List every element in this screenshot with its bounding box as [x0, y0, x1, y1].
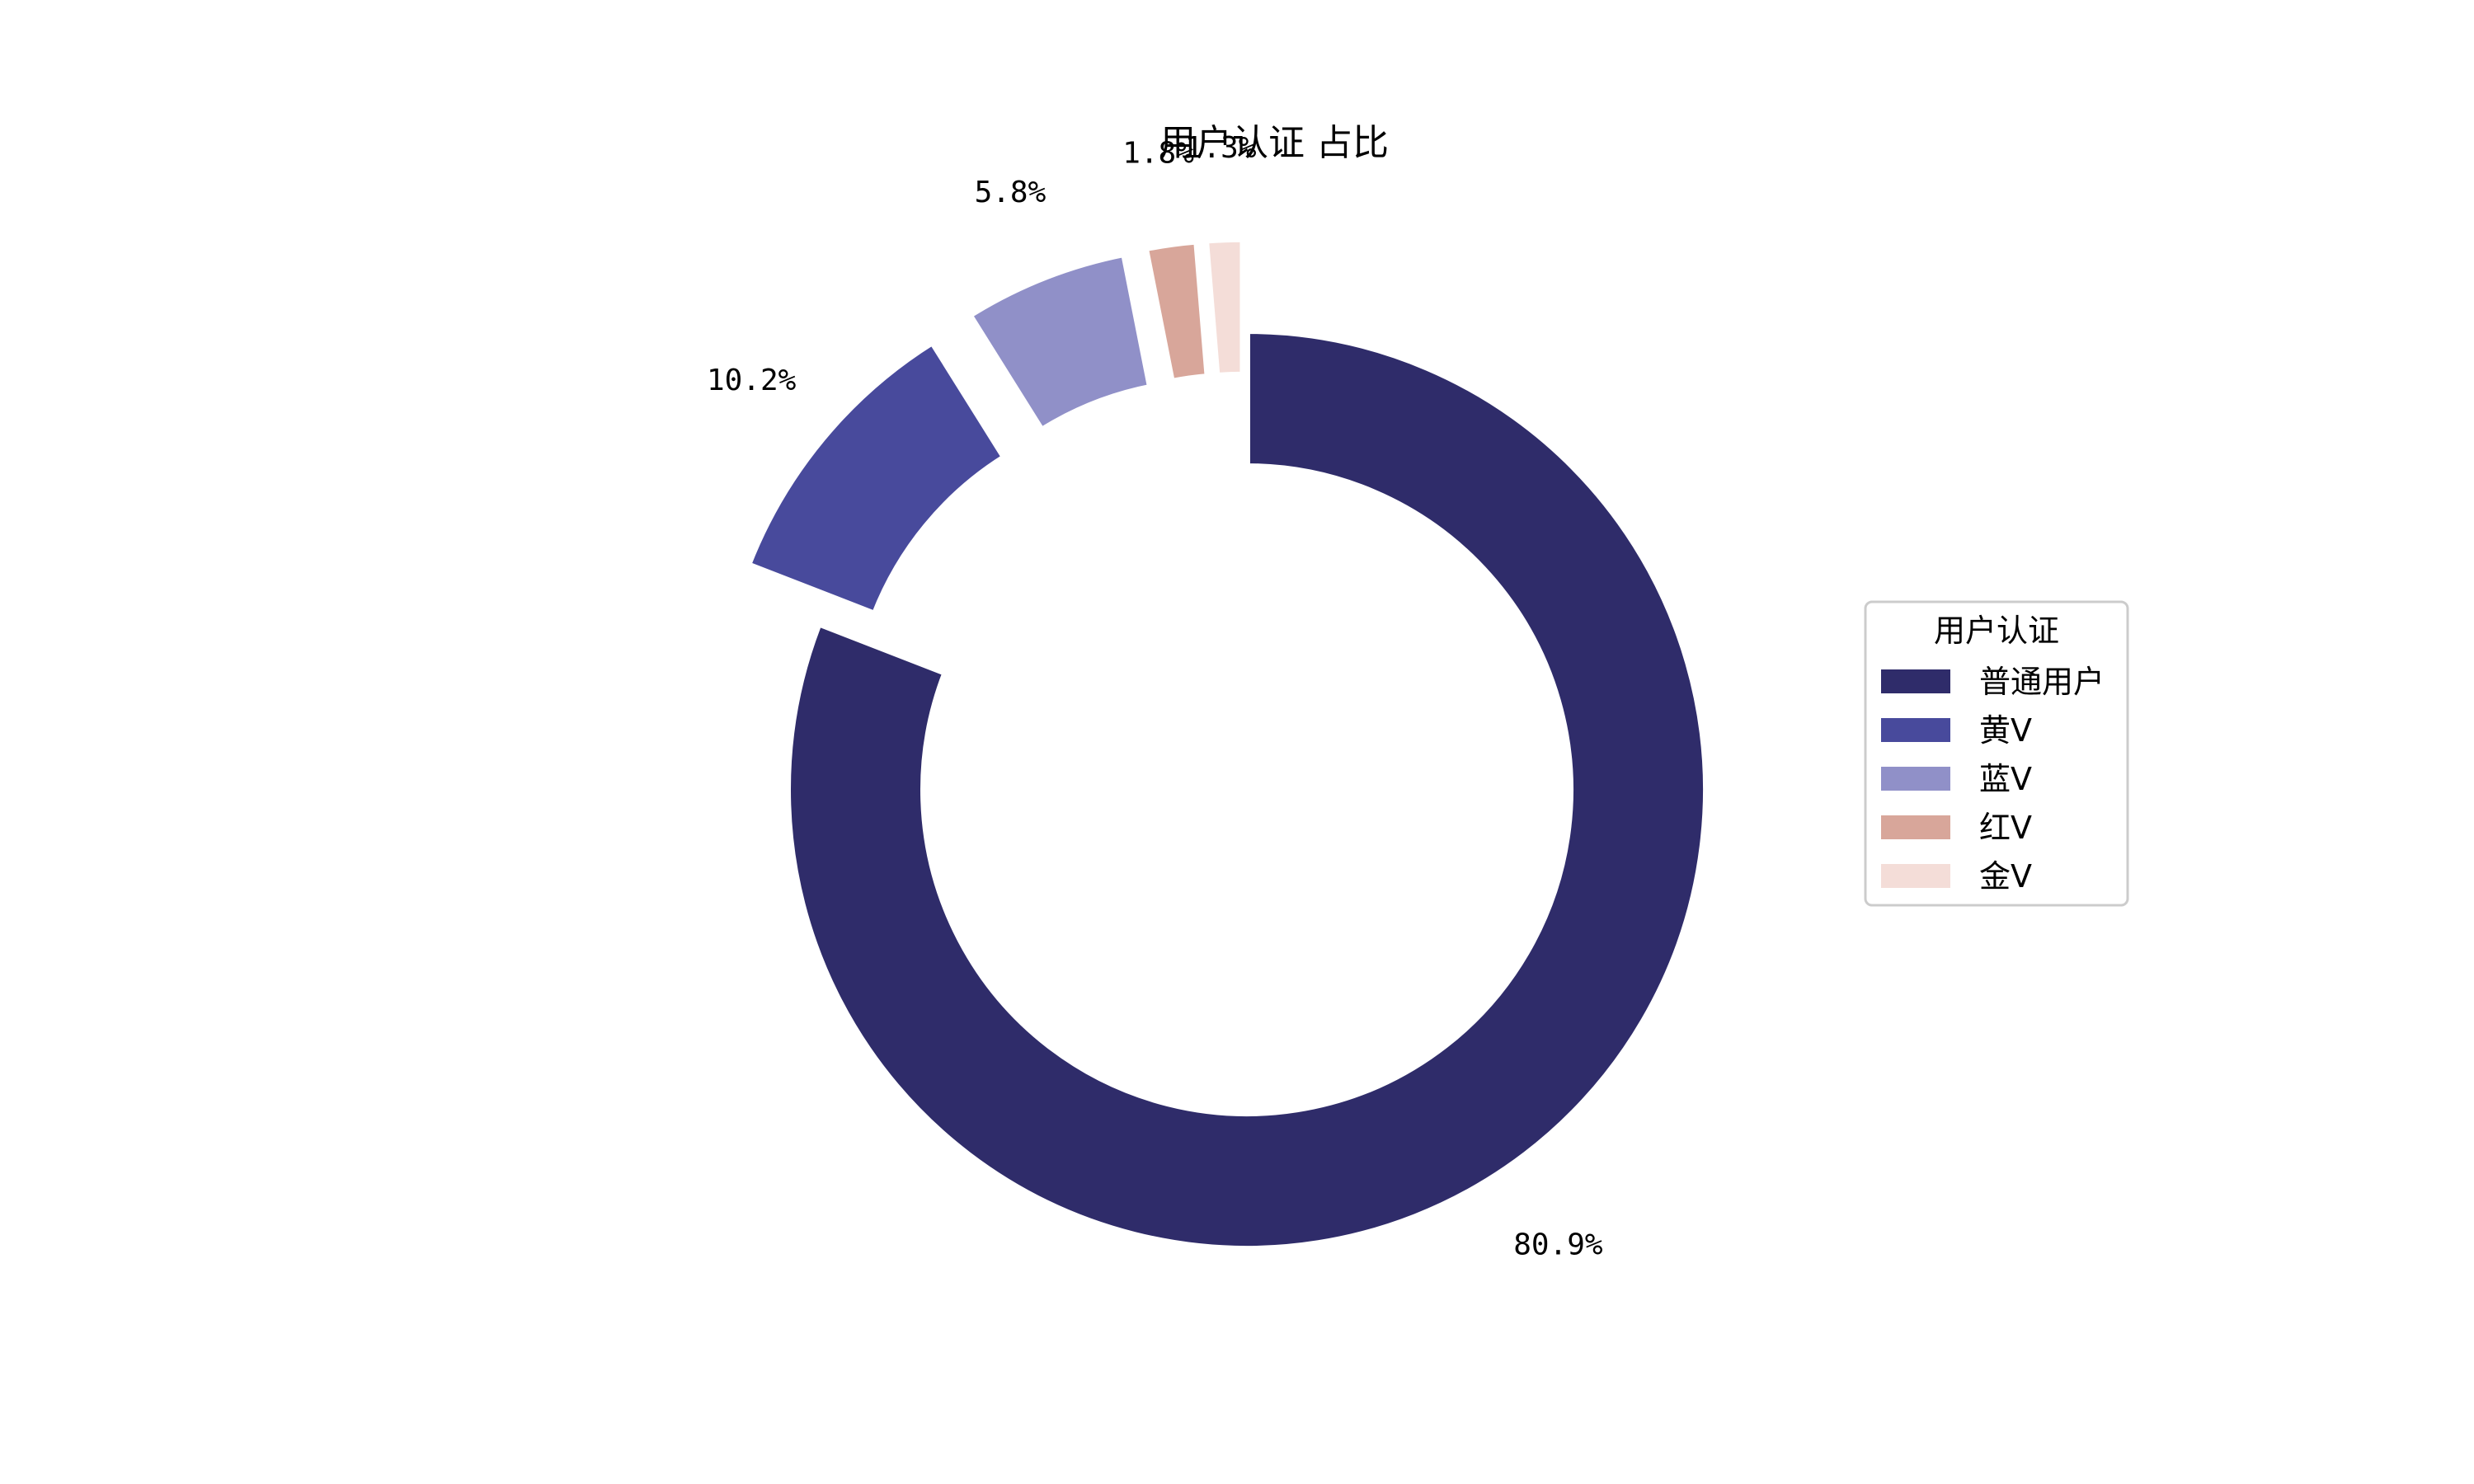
legend-title: 用户认证 [1934, 613, 2059, 649]
legend-swatch-2 [1881, 767, 1950, 791]
slice-label-3: 1.8% [1122, 137, 1194, 171]
legend-label-2: 蓝V [1979, 761, 2032, 797]
legend-label-3: 红V [1979, 810, 2032, 846]
slice-0 [784, 326, 1710, 1252]
slice-2 [964, 250, 1155, 435]
slice-label-4: 1.3% [1185, 131, 1257, 165]
legend-swatch-4 [1881, 864, 1950, 888]
legend-label-0: 普通用户 [1979, 664, 2105, 700]
slices-group [743, 235, 1710, 1252]
labels-group: 80.9% 10.2% 5.8% 1.8%1.3% [707, 131, 1603, 1262]
legend-swatch-1 [1881, 718, 1950, 742]
chart-title: 用户认证 占比 [1159, 122, 1389, 164]
legend-label-1: 黄V [1979, 712, 2032, 749]
slice-1 [743, 337, 1009, 619]
slice-4 [1202, 235, 1247, 380]
legend-swatch-3 [1881, 815, 1950, 839]
slice-label-0: 80.9% [1513, 1228, 1603, 1262]
slice-label-2: 5.8% [975, 176, 1047, 209]
legend-label-4: 金V [1979, 858, 2032, 895]
slice-label-1: 10.2% [707, 364, 797, 397]
slice-3 [1141, 237, 1211, 386]
legend-swatch-0 [1881, 669, 1950, 693]
